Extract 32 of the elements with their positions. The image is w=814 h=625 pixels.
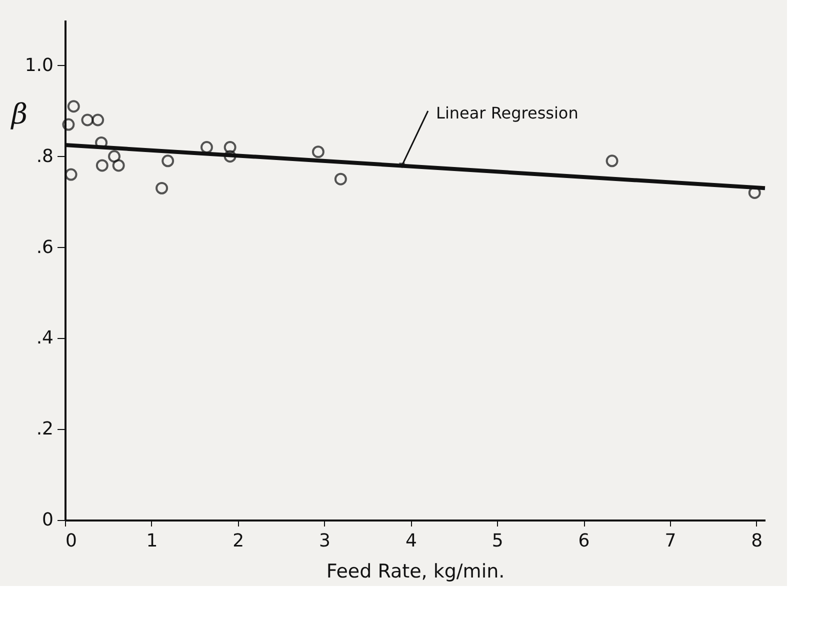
- point: [224, 150, 236, 163]
- y-tick-label: .8: [36, 146, 54, 167]
- y-axis-title: β: [10, 98, 28, 130]
- x-tick-label: 2: [232, 530, 244, 552]
- x-tick-label: 6: [578, 530, 590, 552]
- point: [224, 141, 236, 154]
- x-tick-label: 0: [66, 530, 77, 552]
- x-tick-label: 5: [492, 530, 504, 552]
- x-tick-label: 4: [405, 530, 417, 552]
- x-tick-label: 3: [319, 530, 330, 552]
- y-tick-label: 1.0: [24, 54, 54, 76]
- y-tick-label: .6: [36, 236, 54, 258]
- point: [92, 114, 104, 126]
- x-tick-label: 1: [146, 530, 158, 552]
- point: [334, 172, 347, 186]
- point: [108, 150, 121, 163]
- point: [62, 118, 75, 131]
- point: [67, 100, 80, 113]
- point: [606, 154, 618, 168]
- y-tick-label: 0: [42, 510, 54, 530]
- point: [96, 159, 108, 172]
- y-tick-label: .4: [36, 328, 54, 349]
- point: [312, 146, 324, 158]
- point: [81, 114, 94, 126]
- annotation: Linear Regression: [436, 103, 578, 122]
- x-tick-label: 8: [751, 530, 763, 552]
- x-axis-title: Feed Rate, kg/min.: [326, 560, 505, 582]
- point: [112, 159, 125, 172]
- point: [162, 154, 174, 168]
- point: [156, 182, 168, 194]
- y-tick-label: .2: [36, 418, 54, 440]
- x-tick-label: 7: [664, 530, 676, 552]
